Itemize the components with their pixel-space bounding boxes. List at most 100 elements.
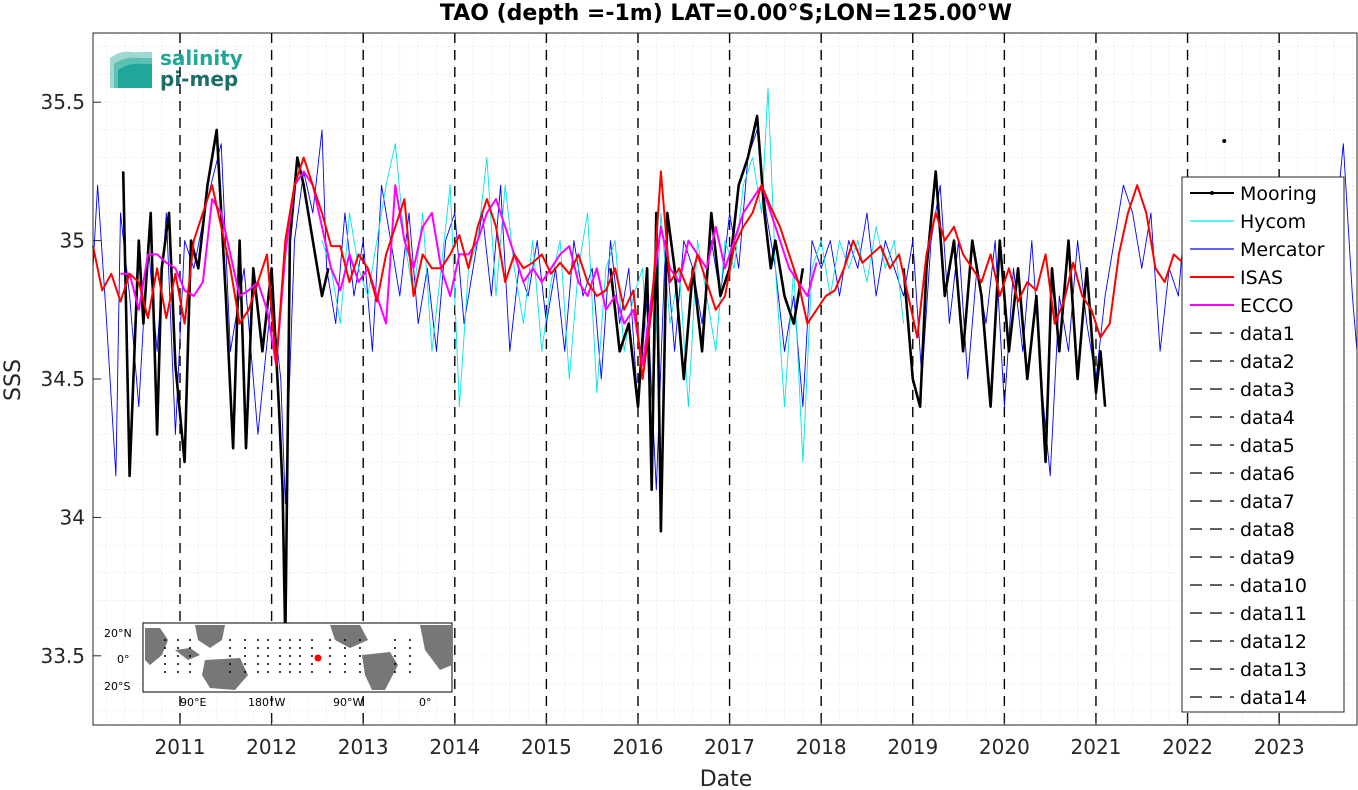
legend-items: Mooring Hycom Mercator ISAS ECCO data1 data2 da… xyxy=(1190,183,1325,709)
map-dot xyxy=(299,663,301,665)
plot-area xyxy=(92,32,1358,726)
map-dot xyxy=(279,639,281,641)
map-dot xyxy=(189,671,191,673)
map-dot xyxy=(177,647,179,649)
legend-label: data12 xyxy=(1240,631,1307,653)
map-dot xyxy=(164,647,166,649)
y-tick-label: 33.5 xyxy=(40,644,85,668)
map-dot xyxy=(229,663,231,665)
map-dot xyxy=(177,639,179,641)
series-line-ISAS xyxy=(92,156,1275,380)
map-dot xyxy=(177,671,179,673)
x-tick-label: 2017 xyxy=(704,735,755,759)
map-dot xyxy=(311,655,313,657)
map-dot xyxy=(257,655,259,657)
legend-label: data9 xyxy=(1240,547,1295,569)
y-tick-label: 34 xyxy=(60,505,85,529)
grid xyxy=(93,33,1357,725)
y-axis-ticks: 33.5 34 34.5 35 35.5 xyxy=(40,90,101,668)
map-dot xyxy=(279,663,281,665)
map-dot xyxy=(394,647,396,649)
x-tick-label: 2018 xyxy=(796,735,847,759)
map-dot xyxy=(229,647,231,649)
map-dot xyxy=(409,655,411,657)
x-tick-label: 2015 xyxy=(521,735,572,759)
series-line-ECCO xyxy=(120,170,818,367)
map-dot xyxy=(299,671,301,673)
map-dot xyxy=(359,647,361,649)
legend-label: ISAS xyxy=(1240,267,1283,289)
map-dot xyxy=(257,671,259,673)
map-dot xyxy=(409,663,411,665)
x-tick-label: 2012 xyxy=(246,735,297,759)
map-dot xyxy=(164,655,166,657)
map-dot xyxy=(311,671,313,673)
map-dot xyxy=(267,647,269,649)
map-lat-label-20n: 20°N xyxy=(104,627,132,640)
legend-label: Hycom xyxy=(1240,211,1306,233)
legend-label: data6 xyxy=(1240,463,1295,485)
map-dot xyxy=(229,639,231,641)
legend: Mooring Hycom Mercator ISAS ECCO data1 data2 da… xyxy=(1181,176,1345,713)
map-dot xyxy=(299,647,301,649)
series-layer xyxy=(92,87,1358,644)
series-line-Mercator xyxy=(92,129,1358,505)
logo-wave-icon xyxy=(110,51,152,88)
map-dot xyxy=(344,639,346,641)
map-dot xyxy=(359,639,361,641)
x-tick-label: 2020 xyxy=(979,735,1030,759)
map-dot xyxy=(289,647,291,649)
chart-title: TAO (depth =-1m) LAT=0.00°S;LON=125.00°W xyxy=(440,1,1012,26)
series-line-Mooring xyxy=(121,128,330,644)
map-dot xyxy=(359,655,361,657)
map-lat-label-0: 0° xyxy=(117,653,130,666)
map-dot xyxy=(359,671,361,673)
map-dot xyxy=(289,663,291,665)
map-dot xyxy=(329,647,331,649)
map-dot xyxy=(359,663,361,665)
y-tick-label: 35.5 xyxy=(40,90,85,114)
map-dot xyxy=(394,639,396,641)
legend-label: Mercator xyxy=(1240,239,1325,261)
map-dot xyxy=(329,655,331,657)
map-dot xyxy=(267,663,269,665)
inset-map-landmasses xyxy=(145,625,452,690)
map-dot xyxy=(311,647,313,649)
map-dot xyxy=(189,655,191,657)
map-dot xyxy=(311,663,313,665)
map-dot xyxy=(257,647,259,649)
map-dot xyxy=(344,647,346,649)
map-dot xyxy=(279,655,281,657)
legend-label: data3 xyxy=(1240,379,1295,401)
legend-label: data11 xyxy=(1240,603,1307,625)
map-dot xyxy=(409,647,411,649)
map-dot xyxy=(257,663,259,665)
legend-label: data1 xyxy=(1240,323,1295,345)
map-dot xyxy=(299,655,301,657)
map-dot xyxy=(229,655,231,657)
map-lon-label-180w: 180°W xyxy=(248,696,285,709)
map-dot xyxy=(279,647,281,649)
map-dot xyxy=(289,655,291,657)
legend-box xyxy=(1181,176,1345,713)
map-dot xyxy=(344,663,346,665)
mooring-outlier-point xyxy=(1222,138,1227,143)
y-axis-label: SSS xyxy=(1,359,26,401)
map-dot xyxy=(394,663,396,665)
map-dot xyxy=(229,671,231,673)
x-tick-label: 2016 xyxy=(613,735,664,759)
map-dot xyxy=(409,639,411,641)
legend-label: data13 xyxy=(1240,659,1307,681)
map-dot xyxy=(289,671,291,673)
x-tick-label: 2022 xyxy=(1162,735,1213,759)
map-dot xyxy=(189,647,191,649)
y-tick-label: 34.5 xyxy=(40,367,85,391)
map-lon-label-90e: 90°E xyxy=(180,696,206,709)
map-dot xyxy=(164,639,166,641)
series-line-Mooring xyxy=(609,114,805,533)
map-lat-label-20s: 20°S xyxy=(104,680,130,693)
inset-map-mooring-dots xyxy=(164,639,411,673)
map-dot xyxy=(244,647,246,649)
map-dot xyxy=(244,639,246,641)
x-axis-ticks: 2011 2012 2013 2014 2015 2016 2017 2018 2019 2020… xyxy=(155,717,1305,759)
